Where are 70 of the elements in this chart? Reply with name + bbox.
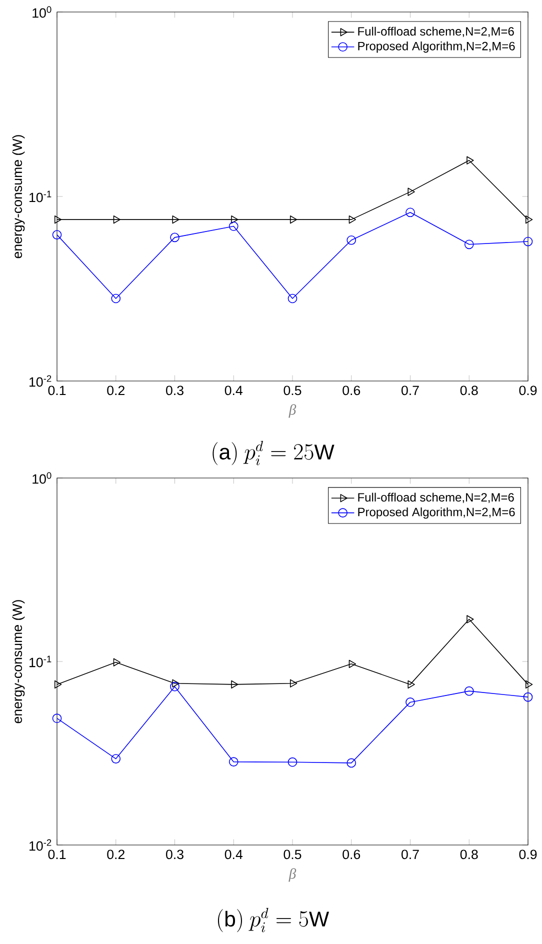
x-tick-label: 0.4 (225, 850, 243, 860)
point (288, 757, 298, 767)
point (52, 230, 62, 240)
y-tick-label: 10$^{0}$ (32, 472, 52, 484)
text: $\mathrm{(a)}\ p_i^d = 25\mathrm{W}$ (212, 440, 334, 466)
point (170, 232, 180, 242)
y-axis-title: energy-consume (W) (12, 135, 25, 258)
point (464, 686, 474, 696)
x-tick-label: 0.8 (460, 386, 478, 396)
point (229, 222, 238, 231)
point (290, 215, 298, 224)
point (348, 215, 356, 224)
y-tick-label: 10$^{-2}$ (30, 375, 52, 387)
legend-label: Proposed Algorithm,N=2,M=6 (358, 42, 515, 53)
text: $\mathrm{(b)}\ p_i^d = 5\mathrm{W}$ (218, 908, 330, 932)
point (408, 680, 416, 689)
legend-label: Full-offload scheme,N=2,M=6 (358, 492, 514, 503)
y-tick-label: 10$^{-1}$ (30, 656, 52, 668)
x-tick-label: 0.6 (342, 386, 360, 396)
x-tick-label: 0.2 (107, 386, 125, 396)
x-tick-label: 0.2 (107, 850, 125, 860)
point (466, 615, 474, 624)
x-tick-label: 0.5 (284, 850, 302, 860)
x-tick-label: 0.6 (342, 850, 360, 860)
y-axis-title: energy-consume (W) (12, 600, 25, 724)
x-tick-label: 0.1 (48, 386, 66, 396)
point (170, 682, 180, 692)
point (288, 294, 298, 304)
x-tick-label: 0.9 (519, 850, 537, 860)
x-tick-label: 0.1 (48, 850, 66, 860)
point (54, 680, 62, 689)
x-axis-title: β (288, 868, 296, 882)
point (464, 240, 474, 250)
point (172, 679, 180, 688)
point (406, 208, 416, 218)
point (466, 156, 474, 164)
point (113, 215, 121, 224)
x-tick-label: 0.5 (284, 386, 302, 396)
point (172, 215, 180, 224)
x-tick-label: 0.8 (460, 850, 478, 860)
point (526, 215, 533, 224)
x-tick-label: 0.4 (225, 386, 243, 396)
point (346, 758, 356, 768)
x-tick-label: 0.7 (402, 386, 419, 396)
point (523, 692, 533, 702)
point (523, 236, 533, 246)
point (290, 679, 298, 688)
point (231, 680, 238, 689)
legend-label: Proposed Algorithm,N=2,M=6 (358, 507, 515, 519)
point (346, 235, 356, 245)
point (52, 714, 62, 724)
x-axis-title: β (288, 404, 296, 418)
x-tick-label: 0.3 (166, 850, 184, 860)
point (54, 215, 62, 224)
x-tick-label: 0.9 (519, 386, 537, 396)
point (111, 754, 121, 764)
point (526, 680, 533, 689)
point (406, 698, 416, 707)
point (113, 658, 121, 666)
y-tick-label: 10$^{0}$ (32, 6, 52, 18)
y-tick-label: 10$^{-2}$ (30, 839, 52, 851)
point (229, 757, 238, 766)
x-tick-label: 0.3 (166, 386, 184, 396)
point (348, 660, 356, 668)
point (408, 188, 416, 196)
legend-label: Full-offload scheme,N=2,M=6 (358, 26, 514, 38)
y-tick-label: 10$^{-1}$ (30, 190, 52, 202)
point (231, 215, 238, 224)
x-tick-label: 0.7 (402, 850, 419, 860)
point (111, 294, 121, 304)
